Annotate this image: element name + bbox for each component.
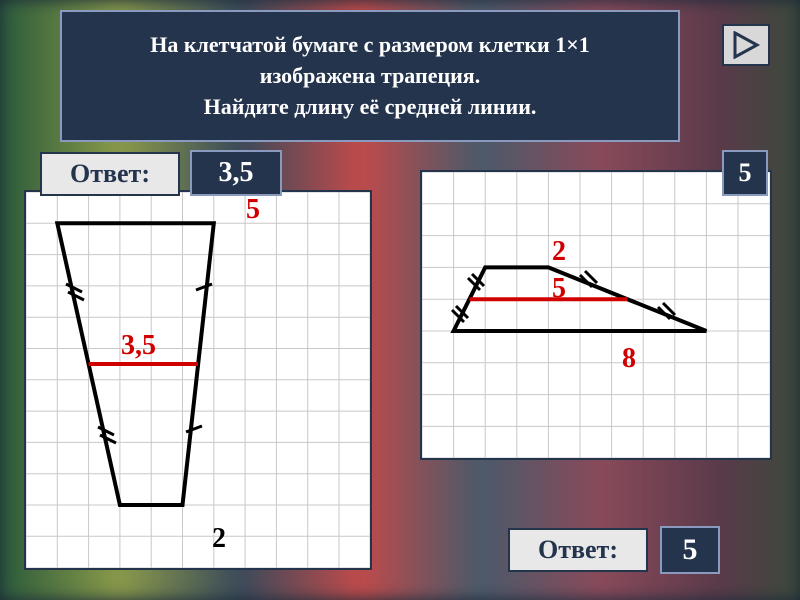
answer-label-2: Ответ: (508, 528, 648, 572)
slide-number-badge: 5 (722, 150, 768, 196)
answer-value-2: 5 (660, 526, 720, 574)
title-line-1: На клетчатой бумаге с размером клетки 1×… (82, 30, 658, 61)
title-line-3: Найдите длину её средней линии. (82, 92, 658, 123)
bottom-base-label-2: 8 (622, 343, 636, 374)
top-base-label-1: 5 (246, 194, 260, 225)
grid-2 (422, 172, 770, 458)
midline-label-2: 5 (552, 273, 566, 304)
bottom-base-label-1: 2 (212, 523, 226, 554)
figure-panel-1: 5 3,5 2 (24, 190, 372, 570)
next-button[interactable] (722, 24, 770, 66)
title-line-2: изображена трапеция. (82, 61, 658, 92)
figure-panel-2: 2 5 8 (420, 170, 772, 460)
ticks-right-2 (580, 271, 675, 319)
figure-2-svg: 2 5 8 (422, 172, 770, 458)
answer-label-1: Ответ: (40, 152, 180, 196)
answer-value-1: 3,5 (190, 150, 282, 196)
top-base-label-2: 2 (552, 236, 566, 267)
figure-1-svg: 5 3,5 2 (26, 192, 370, 568)
midline-label-1: 3,5 (121, 330, 156, 361)
play-icon (731, 31, 761, 59)
problem-title-bar: На клетчатой бумаге с размером клетки 1×… (60, 10, 680, 142)
